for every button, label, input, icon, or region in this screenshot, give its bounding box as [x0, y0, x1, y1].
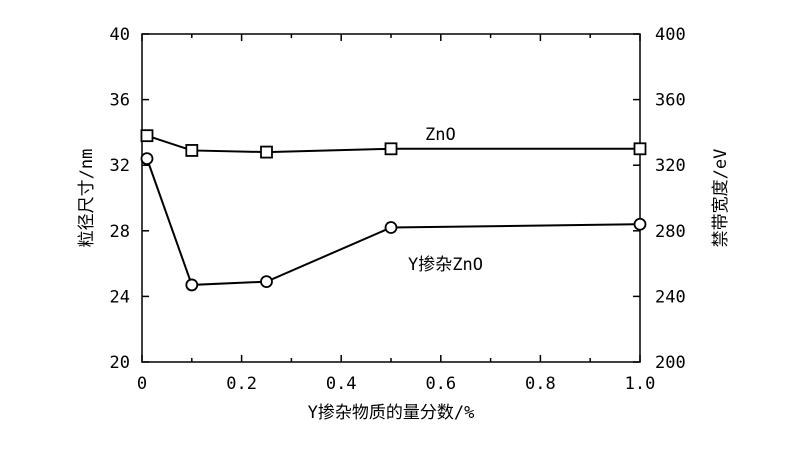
y-right-tick-label: 400	[655, 25, 686, 45]
x-tick-label: 1.0	[625, 374, 656, 394]
y-right-axis-title: 禁带宽度/eV	[711, 149, 731, 248]
series-label-y-doped-zno: Y掺杂ZnO	[408, 255, 483, 275]
series-point-square	[384, 142, 398, 156]
x-tick-label: 0.4	[326, 374, 357, 394]
y-left-tick-label: 36	[110, 91, 130, 111]
series-point-circle	[260, 275, 273, 289]
series-point-circle	[633, 217, 647, 231]
series-point-square	[260, 145, 273, 159]
y-left-tick-label: 40	[110, 25, 130, 45]
y-left-tick-label: 20	[110, 353, 130, 373]
series-point-square	[633, 142, 647, 156]
x-tick-label: 0.6	[425, 374, 456, 394]
y-right-tick-label: 320	[655, 156, 686, 176]
series-point-circle	[185, 278, 199, 292]
x-tick-label: 0.2	[226, 374, 257, 394]
series-point-square	[185, 144, 199, 157]
y-left-tick-label: 24	[110, 287, 130, 307]
series-point-circle	[384, 221, 398, 234]
x-tick-label: 0	[137, 374, 147, 394]
plot-frame	[141, 33, 641, 363]
y-right-tick-label: 280	[655, 222, 686, 242]
axis-tick-labels: 0 0.2 0.4 0.6 0.8 1.0 20 24 28 32 36 40 200 240 280 320…	[110, 25, 686, 394]
series-lines	[146, 134, 641, 286]
y-right-tick-label: 240	[655, 287, 686, 307]
series-point-circle	[140, 152, 154, 166]
y-right-tick-label: 200	[655, 353, 686, 373]
x-axis-title: Y掺杂物质的量分数/%	[308, 403, 475, 423]
axis-ticks	[141, 33, 641, 363]
series-point-square	[140, 129, 154, 143]
y-left-tick-label: 28	[110, 222, 130, 242]
series-markers	[140, 129, 647, 292]
x-tick-label: 0.8	[525, 374, 556, 394]
y-left-axis-title: 粒径尺寸/nm	[77, 149, 97, 248]
y-left-tick-label: 32	[110, 156, 130, 176]
y-right-tick-label: 360	[655, 91, 686, 111]
series-label-zno: ZnO	[425, 125, 456, 145]
